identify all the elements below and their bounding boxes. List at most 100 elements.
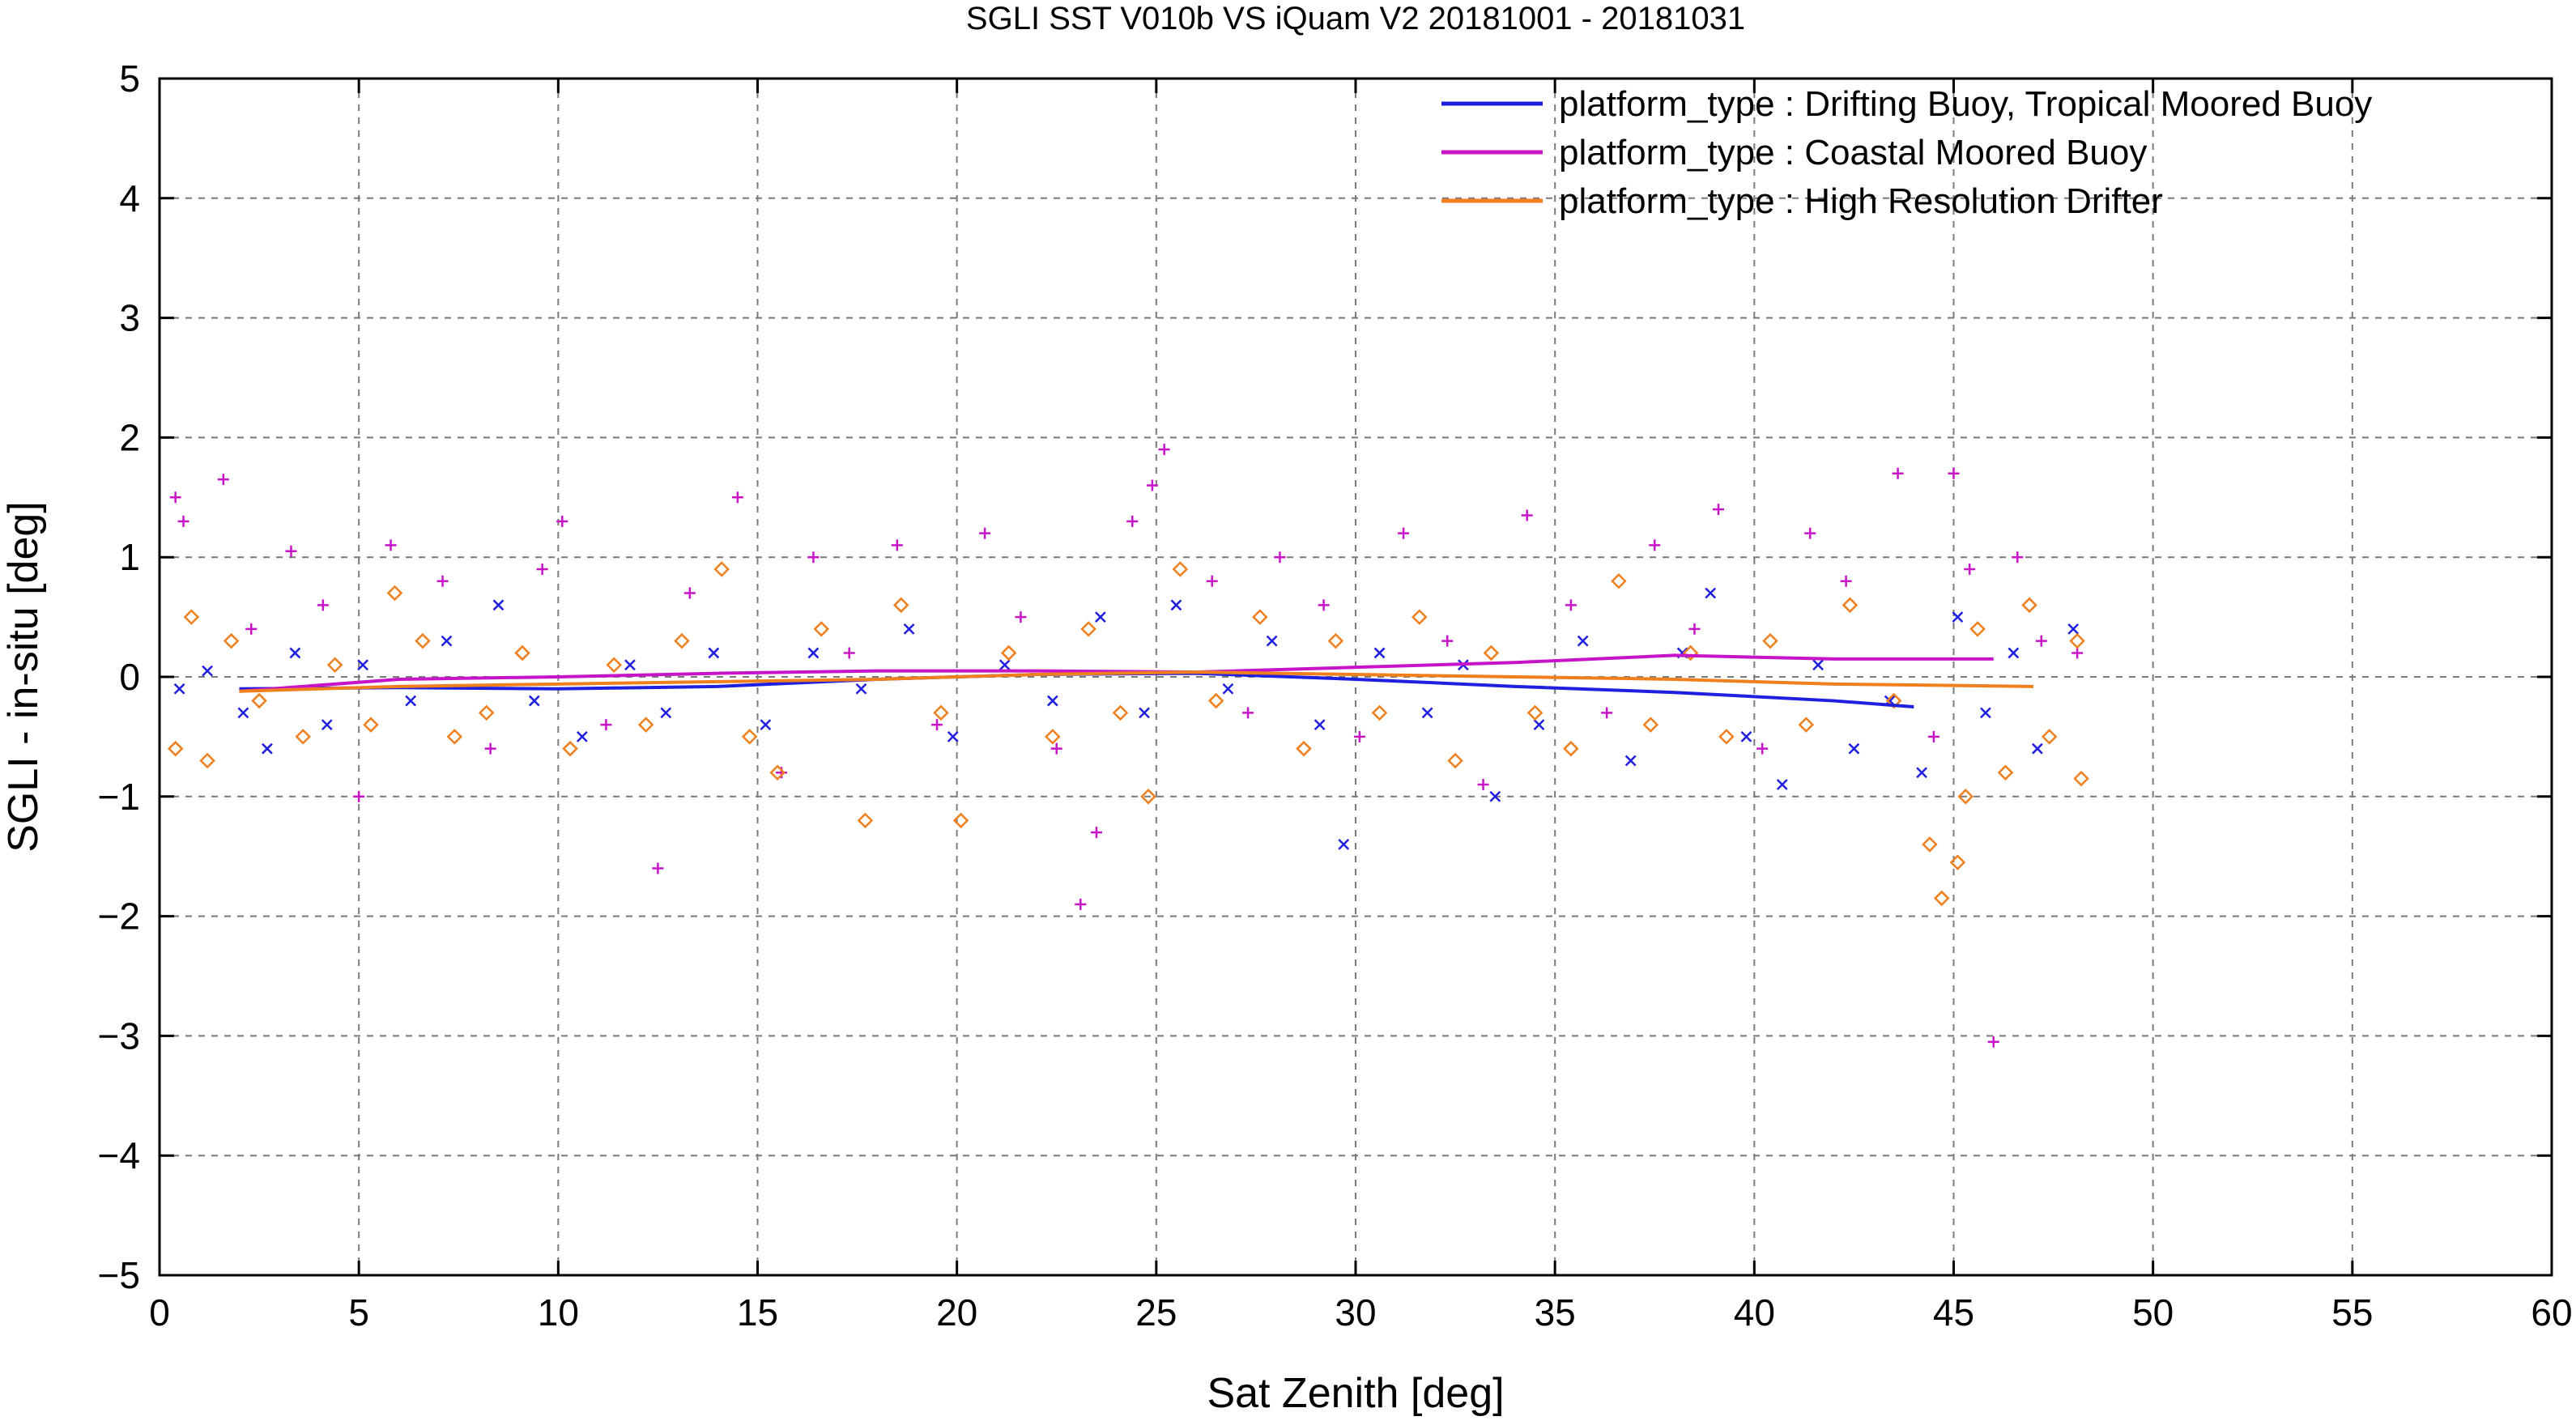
y-tick-label: −1 — [98, 776, 140, 818]
data-point — [1274, 551, 1286, 564]
data-point — [2008, 647, 2020, 659]
data-point — [807, 551, 820, 564]
data-point — [514, 644, 530, 661]
data-point — [1812, 659, 1824, 671]
data-point — [177, 515, 189, 527]
x-tick-label: 20 — [936, 1291, 977, 1334]
data-point — [1447, 752, 1463, 769]
data-point — [1892, 467, 1904, 479]
data-point — [556, 515, 568, 527]
data-point — [1170, 599, 1182, 611]
data-point — [1848, 742, 1860, 755]
data-point — [321, 719, 333, 731]
data-point — [1949, 854, 1966, 870]
data-point — [1756, 742, 1769, 755]
data-point — [1964, 563, 1976, 575]
data-point — [2073, 770, 2089, 787]
data-point — [217, 474, 229, 486]
data-point — [1916, 767, 1927, 779]
data-point — [183, 609, 200, 625]
data-point — [415, 632, 431, 649]
data-point — [169, 491, 181, 504]
x-tick-label: 55 — [2331, 1291, 2373, 1334]
y-tick-label: −3 — [98, 1015, 140, 1057]
x-tick-label: 50 — [2132, 1291, 2174, 1334]
data-point — [2069, 632, 2085, 649]
y-tick-label: −2 — [98, 895, 140, 938]
data-point — [1577, 635, 1589, 647]
data-point — [1842, 597, 1859, 614]
data-point — [1296, 740, 1312, 757]
data-point — [1338, 839, 1350, 850]
data-point — [1158, 444, 1170, 456]
data-point — [1373, 647, 1386, 659]
data-point — [2041, 729, 2058, 745]
data-point — [1095, 611, 1106, 623]
data-point — [1533, 719, 1545, 731]
data-point — [1952, 611, 1964, 623]
y-tick-label: −5 — [98, 1254, 140, 1296]
data-point — [289, 647, 301, 659]
data-point — [807, 647, 820, 659]
data-point — [2032, 742, 2043, 755]
data-point — [731, 491, 743, 504]
data-point — [1611, 572, 1627, 589]
legend: platform_type : Drifting Buoy, Tropical … — [1441, 84, 2372, 221]
data-point — [1045, 729, 1061, 745]
data-point — [385, 539, 397, 551]
data-point — [1642, 717, 1659, 733]
data-point — [478, 704, 495, 721]
data-point — [1987, 1036, 1999, 1048]
x-tick-label: 25 — [1135, 1291, 1177, 1334]
data-point — [1526, 704, 1543, 721]
series-points-2 — [169, 444, 2084, 1048]
data-point — [933, 704, 949, 721]
data-point — [1624, 755, 1637, 767]
data-point — [1762, 632, 1778, 649]
data-point — [202, 665, 213, 677]
x-axis-label: Sat Zenith [deg] — [1207, 1370, 1504, 1417]
data-point — [363, 717, 379, 733]
data-point — [683, 587, 696, 599]
data-point — [1252, 609, 1268, 625]
data-point — [1718, 729, 1735, 745]
legend-label-3: platform_type : High Resolution Drifter — [1559, 181, 2163, 221]
data-point — [285, 545, 297, 557]
data-point — [2021, 597, 2037, 614]
data-point — [713, 561, 730, 577]
data-point — [1318, 599, 1330, 611]
data-point — [167, 740, 184, 757]
data-point — [624, 659, 636, 671]
mean-lines — [239, 653, 2033, 708]
data-point — [1172, 561, 1189, 577]
data-point — [1140, 789, 1156, 805]
data-point — [947, 731, 959, 742]
data-point — [1139, 707, 1150, 719]
data-point — [760, 719, 772, 731]
data-point — [1411, 609, 1428, 625]
data-point — [536, 563, 548, 575]
data-point — [1840, 575, 1852, 587]
data-point — [1601, 707, 1613, 719]
data-point — [2012, 551, 2024, 564]
data-point — [1327, 632, 1344, 649]
data-point — [1483, 644, 1500, 661]
data-point — [998, 659, 1011, 671]
data-point — [1015, 611, 1027, 623]
y-tick-label: 5 — [119, 57, 140, 100]
data-point — [1927, 730, 1939, 742]
data-point — [892, 597, 909, 614]
data-point — [1521, 509, 1533, 521]
data-point — [326, 657, 343, 673]
y-tick-label: 2 — [119, 416, 140, 458]
data-point — [1740, 731, 1752, 742]
data-point — [173, 683, 185, 695]
data-point — [637, 717, 654, 733]
data-point — [223, 632, 240, 649]
data-point — [1222, 683, 1234, 695]
x-tick-label: 15 — [737, 1291, 778, 1334]
data-point — [931, 719, 943, 731]
